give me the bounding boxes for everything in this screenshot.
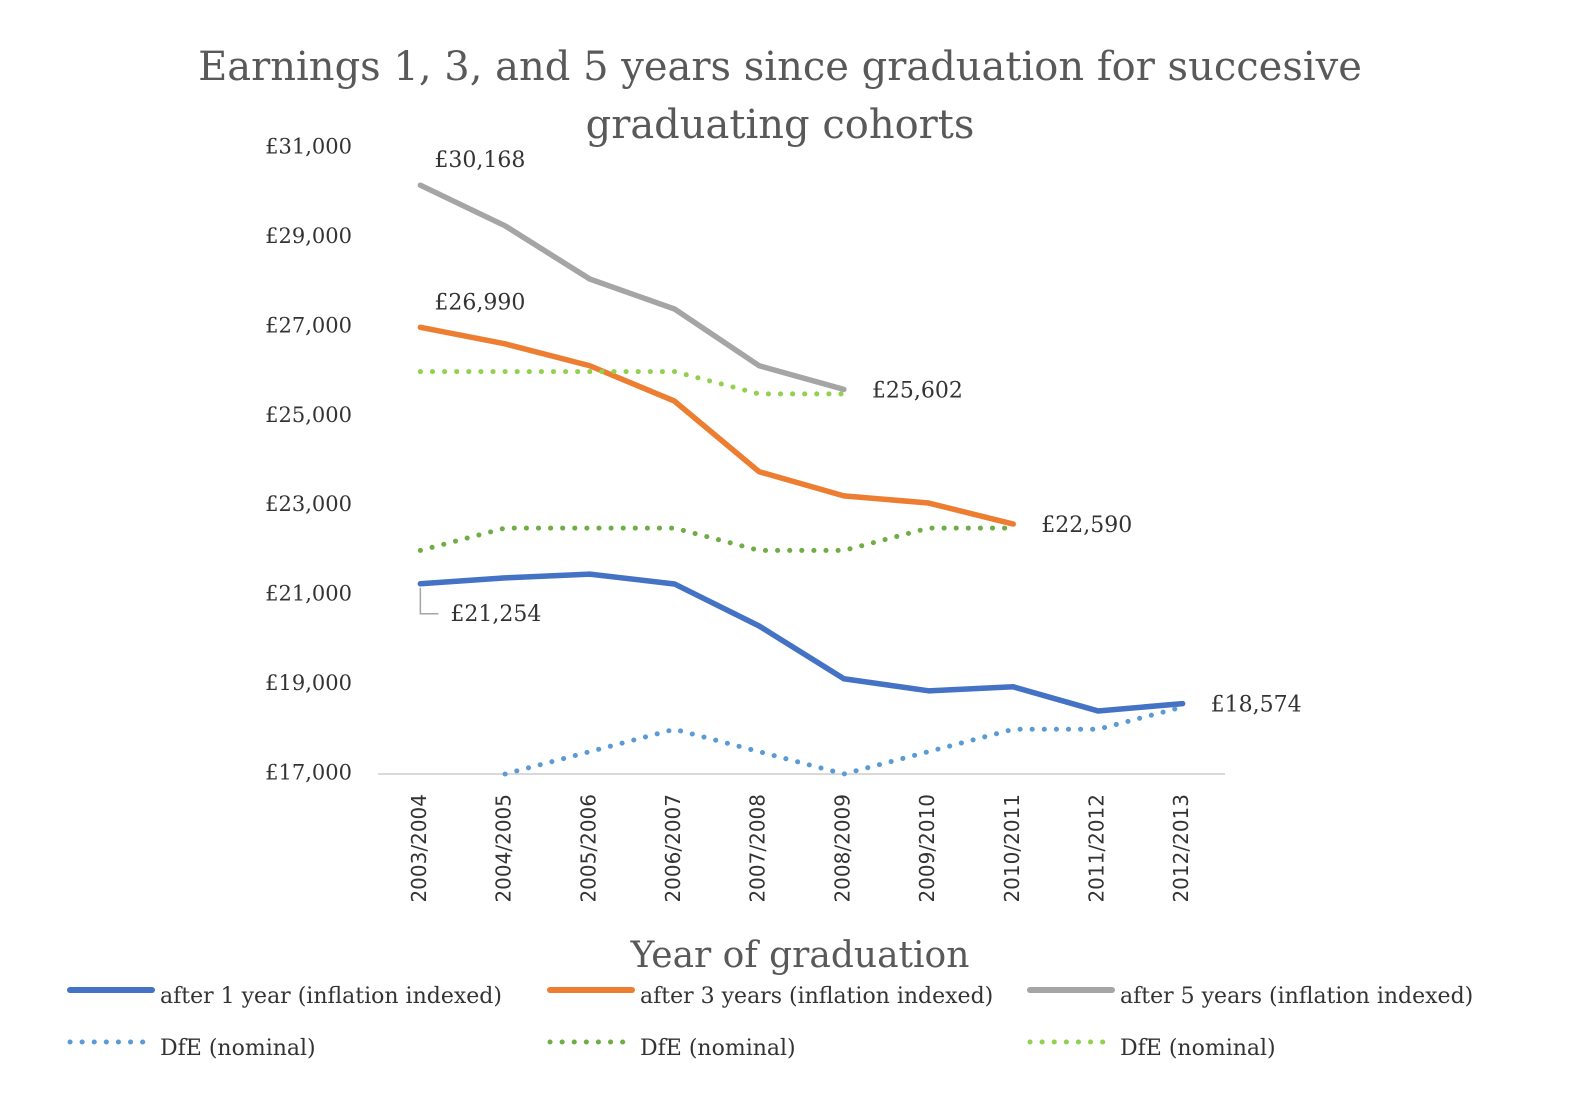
data-label: £22,590: [1041, 513, 1132, 538]
x-tick-label: 2010/2011: [1000, 794, 1024, 903]
data-label: £30,168: [434, 148, 525, 173]
data-label: £21,254: [450, 602, 541, 627]
y-tick-label: £19,000: [265, 671, 352, 695]
legend-label: DfE (nominal): [1120, 1036, 1276, 1061]
data-label: £25,602: [872, 378, 963, 403]
y-tick-label: £17,000: [265, 761, 352, 785]
y-tick-label: £23,000: [265, 492, 352, 516]
data-label: £26,990: [434, 290, 525, 315]
y-tick-label: £25,000: [265, 403, 352, 427]
y-tick-label: £29,000: [265, 224, 352, 248]
legend-label: after 3 years (inflation indexed): [640, 984, 993, 1009]
series-line: [502, 704, 1186, 777]
x-tick-label: 2005/2006: [576, 794, 600, 903]
series-line: [417, 369, 847, 397]
series-line: [417, 571, 1186, 714]
series-line: [417, 324, 1016, 527]
x-tick-label: 2006/2007: [661, 794, 685, 903]
x-tick-label: 2009/2010: [915, 794, 939, 903]
leader-line: [419, 587, 439, 615]
title-box: Earnings 1, 3, and 5 years since graduat…: [198, 44, 1362, 148]
legend-label: after 5 years (inflation indexed): [1120, 984, 1473, 1009]
legend-label: DfE (nominal): [640, 1036, 796, 1061]
series-line: [417, 182, 847, 393]
x-axis-title: Year of graduation: [630, 935, 970, 976]
series-line: [417, 525, 1016, 553]
legend-label: after 1 year (inflation indexed): [160, 984, 502, 1009]
legend-label: DfE (nominal): [160, 1036, 316, 1061]
x-tick-label: 2011/2012: [1084, 794, 1108, 903]
x-tick-label: 2004/2005: [492, 794, 516, 903]
chart-title: Earnings 1, 3, and 5 years since graduat…: [198, 44, 1362, 148]
y-tick-label: £31,000: [265, 135, 352, 159]
data-label: £18,574: [1211, 693, 1302, 718]
x-tick-label: 2003/2004: [407, 794, 431, 903]
x-tick-label: 2007/2008: [746, 794, 770, 903]
x-tick-label: 2012/2013: [1169, 794, 1193, 903]
y-tick-label: £21,000: [265, 582, 352, 606]
y-tick-label: £27,000: [265, 313, 352, 337]
x-tick-label: 2008/2009: [830, 794, 854, 903]
